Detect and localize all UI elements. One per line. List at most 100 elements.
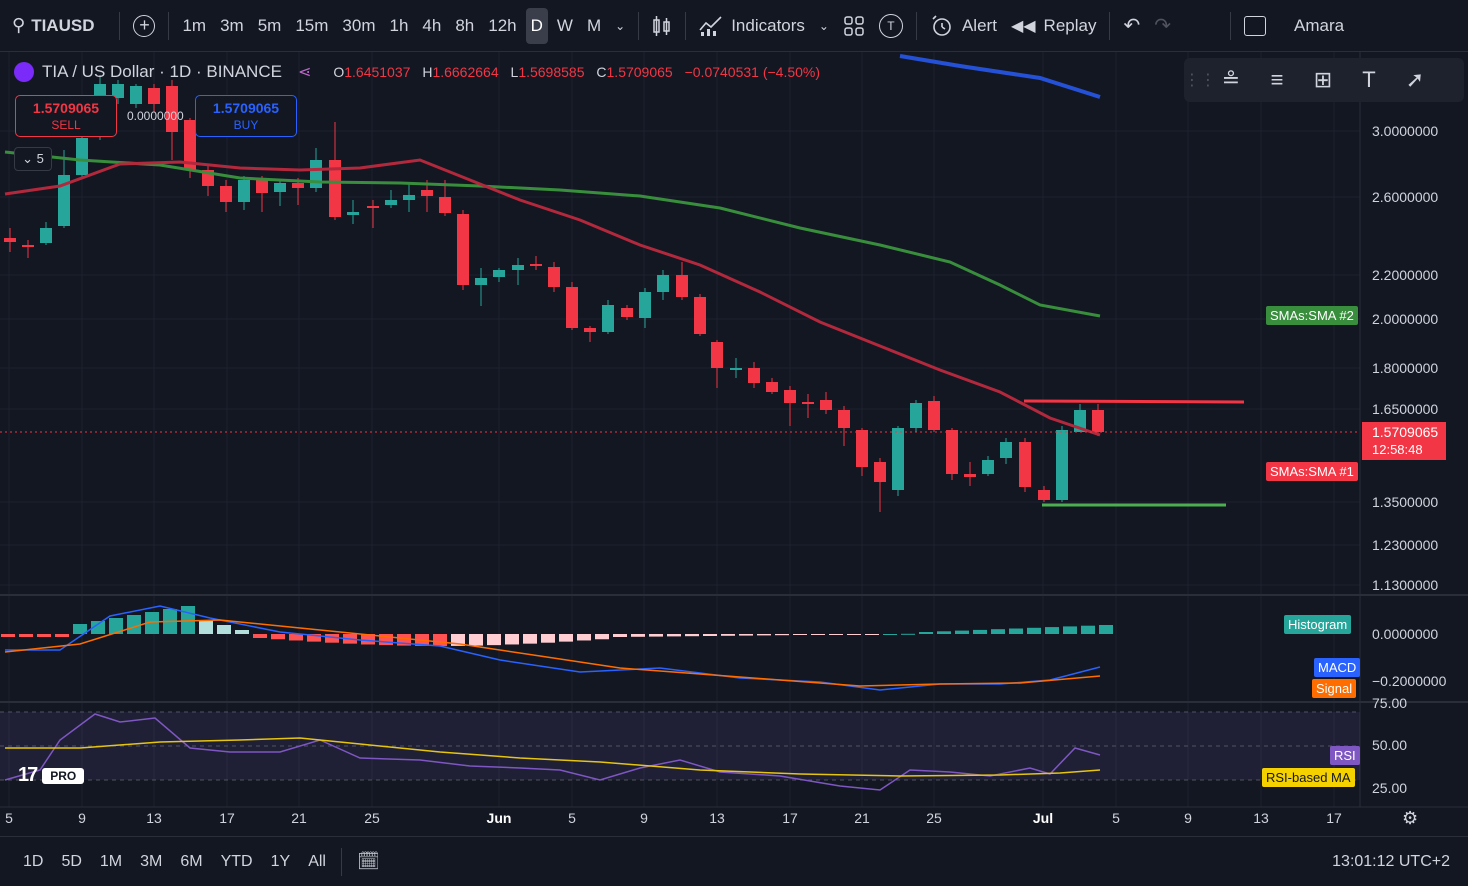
- candle-body: [1056, 430, 1068, 500]
- range-6m[interactable]: 6M: [180, 852, 203, 870]
- macd-tag: MACD: [1314, 658, 1361, 677]
- undo-button[interactable]: ↶: [1116, 0, 1147, 52]
- histogram-bar: [1081, 625, 1095, 634]
- replay-button[interactable]: ◀◀ Replay: [1004, 0, 1104, 52]
- templates-button[interactable]: [836, 0, 872, 52]
- histogram-bar: [1027, 627, 1041, 634]
- candle-body: [584, 328, 596, 332]
- candle-body: [76, 138, 88, 175]
- sell-button[interactable]: 1.5709065 SELL: [15, 95, 117, 137]
- signal-line: [4, 619, 1101, 687]
- rsi-tick: 25.00: [1372, 780, 1408, 796]
- interval-M[interactable]: M: [586, 15, 602, 35]
- range-1y[interactable]: 1Y: [270, 852, 291, 870]
- high-value: 1.6662664: [432, 64, 499, 80]
- range-all[interactable]: All: [308, 852, 326, 870]
- interval-8h[interactable]: 8h: [455, 15, 475, 35]
- clock-display[interactable]: 13:01:12 UTC+2: [1332, 852, 1450, 870]
- compare-button[interactable]: +: [126, 0, 162, 52]
- histogram-bar: [361, 634, 375, 645]
- date-range-button[interactable]: 🗓: [348, 851, 389, 872]
- interval-dropdown[interactable]: ⌄: [608, 0, 632, 52]
- alert-label: Alert: [961, 15, 997, 35]
- sma3-line: [899, 54, 1101, 99]
- interval-1m[interactable]: 1m: [182, 15, 207, 35]
- histogram-bar: [253, 634, 267, 638]
- buy-button[interactable]: 1.5709065 BUY: [195, 95, 297, 137]
- indicators-collapse[interactable]: ⌄ 5: [14, 147, 52, 171]
- candle-body: [493, 270, 505, 277]
- close-value: 1.5709065: [606, 64, 673, 80]
- chart-canvas[interactable]: [0, 52, 1468, 836]
- histogram-bar: [289, 634, 303, 641]
- range-1d[interactable]: 1D: [23, 852, 44, 870]
- histogram-bar: [775, 634, 789, 636]
- candle-body: [1000, 442, 1012, 458]
- histogram-bar: [307, 634, 321, 642]
- histogram-bar: [577, 634, 591, 641]
- range-5d[interactable]: 5D: [61, 852, 82, 870]
- candle-body: [639, 292, 651, 318]
- candle-body: [784, 390, 796, 403]
- interval-5m[interactable]: 5m: [257, 15, 282, 35]
- histogram-bar: [865, 634, 879, 635]
- candle-body: [40, 228, 52, 243]
- indicators-dropdown[interactable]: ⌄: [812, 0, 836, 52]
- histogram-bar: [811, 634, 825, 635]
- tv-logo-icon: 17: [18, 764, 38, 786]
- chart-area[interactable]: [0, 52, 1468, 836]
- fullscreen-button[interactable]: [1237, 0, 1273, 52]
- range-1m[interactable]: 1M: [99, 852, 123, 870]
- tradingview-logo[interactable]: 17 PRO: [18, 764, 85, 787]
- time-tick: Jul: [1032, 810, 1054, 826]
- brush-tool-icon[interactable]: ➚: [1405, 67, 1425, 92]
- alert-button[interactable]: Alert: [923, 0, 1004, 52]
- histogram-bar: [649, 634, 663, 637]
- candle-body: [1092, 410, 1104, 432]
- interval-3m[interactable]: 3m: [220, 15, 244, 35]
- range-ytd[interactable]: YTD: [220, 852, 253, 870]
- interval-4h[interactable]: 4h: [422, 15, 442, 35]
- price-tick: 2.2000000: [1372, 267, 1439, 283]
- interval-30m[interactable]: 30m: [342, 15, 376, 35]
- candle-body: [22, 245, 34, 247]
- interval-12h[interactable]: 12h: [488, 15, 517, 35]
- candle-body: [475, 278, 487, 285]
- drag-handle-icon[interactable]: ⋮⋮: [1184, 72, 1216, 89]
- interval-1h[interactable]: 1h: [389, 15, 409, 35]
- text-tool-icon[interactable]: T: [1362, 67, 1376, 92]
- time-tick: 13: [709, 810, 725, 826]
- legend-title[interactable]: TIA / US Dollar · 1D · BINANCE: [42, 62, 282, 81]
- histogram-bar: [703, 634, 717, 636]
- indicators-button[interactable]: Indicators: [692, 0, 812, 52]
- candle-body: [457, 214, 469, 285]
- histogram-bar: [451, 634, 465, 646]
- price-tick: 2.0000000: [1372, 311, 1439, 327]
- price-tick: 1.3500000: [1372, 494, 1439, 510]
- settings-gear-icon[interactable]: ⚙: [1402, 808, 1419, 828]
- interval-15m[interactable]: 15m: [295, 15, 329, 35]
- price-tick: 1.1300000: [1372, 577, 1439, 593]
- candle-body: [1019, 442, 1031, 487]
- fib-tool-icon[interactable]: ≡: [1270, 67, 1284, 92]
- candle-body: [256, 180, 268, 193]
- sell-price: 1.5709065: [32, 100, 100, 116]
- interval-W[interactable]: W: [556, 15, 573, 35]
- chevron-down-icon: ⌄: [22, 151, 34, 166]
- symbol-search[interactable]: ⚲ TIAUSD: [0, 0, 101, 52]
- range-3m[interactable]: 3M: [140, 852, 163, 870]
- position-tool-icon[interactable]: ⊞: [1313, 67, 1333, 92]
- candle-body: [892, 428, 904, 490]
- divider: [119, 11, 121, 40]
- chevron-down-icon: ⌄: [615, 18, 626, 33]
- chart-type-button[interactable]: [645, 0, 679, 52]
- user-menu[interactable]: Amara: [1287, 0, 1351, 52]
- share-icon[interactable]: ⋖: [297, 64, 312, 81]
- interval-D[interactable]: D: [525, 7, 548, 44]
- script-button[interactable]: T: [872, 0, 910, 52]
- pro-badge: PRO: [42, 767, 85, 784]
- rsi-tick: 75.00: [1372, 695, 1408, 711]
- trend-line-tool-icon[interactable]: ≗: [1221, 67, 1241, 92]
- redo-button[interactable]: ↷: [1147, 0, 1178, 52]
- time-tick: 25: [364, 810, 380, 826]
